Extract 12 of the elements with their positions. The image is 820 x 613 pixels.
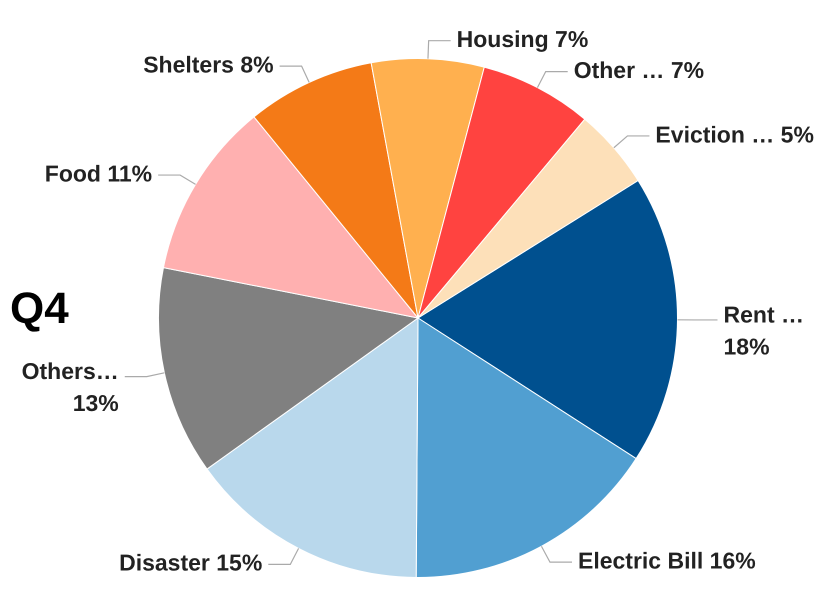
data-label: 18% bbox=[723, 333, 770, 360]
slice-label: Eviction … 5% bbox=[655, 121, 814, 148]
text: Q4 bbox=[10, 284, 69, 334]
slice-label: Rent … bbox=[723, 301, 804, 328]
slice-label: Food 11% bbox=[44, 160, 152, 186]
slice-label: Disaster 15% bbox=[119, 550, 262, 576]
slice-label: Others… bbox=[22, 358, 119, 384]
slice-label: Housing 7% bbox=[456, 26, 588, 52]
slice-label: Other … 7% bbox=[574, 56, 704, 83]
slice-label: Electric Bill 16% bbox=[578, 547, 756, 574]
data-label: 13% bbox=[72, 390, 119, 416]
slice-label: Shelters 8% bbox=[143, 51, 274, 78]
